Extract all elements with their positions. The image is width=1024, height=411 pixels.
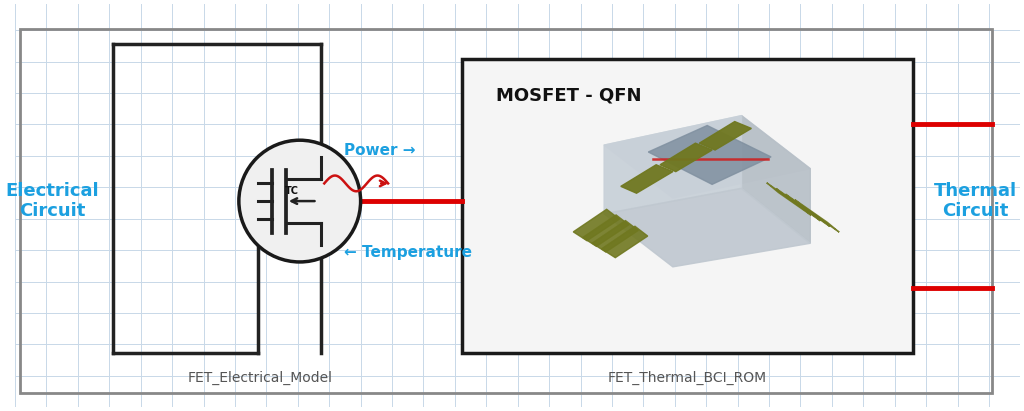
Circle shape (239, 140, 360, 262)
Text: MOSFET - QFN: MOSFET - QFN (496, 86, 642, 104)
Polygon shape (573, 209, 620, 241)
Polygon shape (604, 115, 741, 214)
Text: TC: TC (285, 186, 299, 196)
Text: Power →: Power → (344, 143, 416, 157)
Polygon shape (776, 188, 820, 221)
Polygon shape (785, 194, 829, 226)
Polygon shape (621, 165, 673, 193)
Polygon shape (660, 143, 712, 172)
Polygon shape (699, 122, 752, 150)
Polygon shape (592, 221, 638, 252)
Polygon shape (583, 215, 629, 246)
Polygon shape (795, 200, 839, 232)
Text: Electrical
Circuit: Electrical Circuit (5, 182, 99, 220)
Polygon shape (604, 115, 810, 198)
Polygon shape (601, 226, 648, 258)
Polygon shape (648, 125, 771, 185)
Text: FET_Thermal_BCI_ROM: FET_Thermal_BCI_ROM (608, 371, 767, 385)
Text: FET_Electrical_Model: FET_Electrical_Model (188, 371, 333, 385)
Text: Thermal
Circuit: Thermal Circuit (934, 182, 1017, 220)
Polygon shape (741, 115, 810, 243)
Polygon shape (767, 183, 811, 215)
Text: ← Temperature: ← Temperature (344, 245, 472, 260)
Polygon shape (604, 188, 810, 267)
Bar (462, 59, 913, 353)
